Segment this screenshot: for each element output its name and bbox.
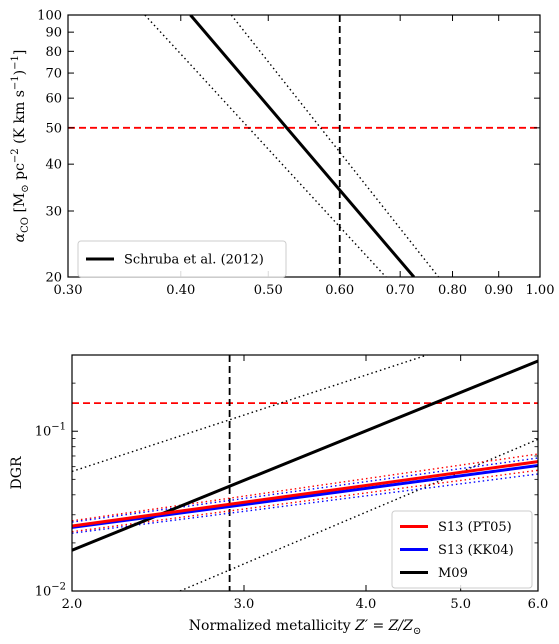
series-line-m09: [72, 359, 538, 552]
plot-area: [68, 15, 540, 277]
axes-frame: [71, 354, 539, 592]
series-dotted-line: [72, 453, 538, 522]
x-tick-label: 5.0: [450, 597, 471, 612]
y-axis-label: αCO [M⊙ pc−2 (K km s−1)−1]: [10, 50, 31, 243]
plot-area: [72, 355, 538, 591]
y-axis-label: DGR: [9, 456, 25, 489]
x-axis-label: Normalized metallicity Z′ = Z/Z⊙: [189, 618, 421, 637]
y-tick-label: 100: [37, 9, 62, 24]
x-tick-label: 3.0: [234, 597, 255, 612]
x-tick-label: 0.60: [325, 283, 354, 298]
x-tick-label: 0.50: [254, 283, 283, 298]
series-dotted-line: [72, 469, 538, 533]
y-tick-label: 90: [45, 26, 62, 41]
x-tick-label: 1.00: [526, 283, 555, 298]
legend-label: S13 (KK04): [438, 543, 514, 558]
series-dotted-line: [179, 438, 538, 591]
x-tick-label: 0.80: [438, 283, 467, 298]
top-panel: 0.30 0.40 0.50 0.60 0.70 0.80 0.90 1.00 20 30 40 50…: [10, 9, 554, 299]
y-tick-label: 70: [45, 67, 62, 82]
series-line-s13-kk04: [72, 464, 538, 529]
series-dotted-line: [72, 473, 538, 534]
y-tick-label: 20: [45, 271, 62, 286]
legend-box: [77, 240, 287, 278]
series-dotted-line: [72, 355, 428, 473]
series-line-s13-pt05: [72, 460, 538, 528]
y-tick-label: 30: [45, 204, 62, 219]
x-tick-label: 0.30: [54, 283, 83, 298]
legend-label: S13 (PT05): [438, 520, 512, 535]
x-tick-label: 0.90: [484, 283, 513, 298]
x-tick-label: 0.40: [166, 283, 195, 298]
axes-frame: [67, 14, 541, 278]
y-tick-label: 10−1: [35, 422, 66, 440]
x-tick-label: 0.70: [386, 283, 415, 298]
series-dotted-line: [72, 457, 538, 523]
y-tick-label: 40: [45, 158, 62, 173]
series-line-schruba-et-al-2012: [189, 15, 416, 277]
y-tick-label: 60: [45, 92, 62, 107]
bottom-panel: 2.0 3.0 4.0 5.0 6.0 10−2 10−1 S13 (PT05) S13 (KK…: [9, 354, 549, 637]
x-tick-label: 2.0: [62, 597, 83, 612]
legend-label: M09: [438, 566, 468, 581]
legend-box: [391, 510, 533, 589]
x-tick-label: 4.0: [356, 597, 377, 612]
y-tick-label: 50: [45, 121, 62, 136]
series-dotted-line: [144, 15, 387, 277]
x-tick-label: 6.0: [528, 597, 549, 612]
y-tick-label: 10−2: [35, 582, 66, 600]
series-dotted-line: [230, 15, 440, 277]
legend-label: Schruba et al. (2012): [124, 253, 264, 268]
y-tick-label: 80: [45, 45, 62, 60]
